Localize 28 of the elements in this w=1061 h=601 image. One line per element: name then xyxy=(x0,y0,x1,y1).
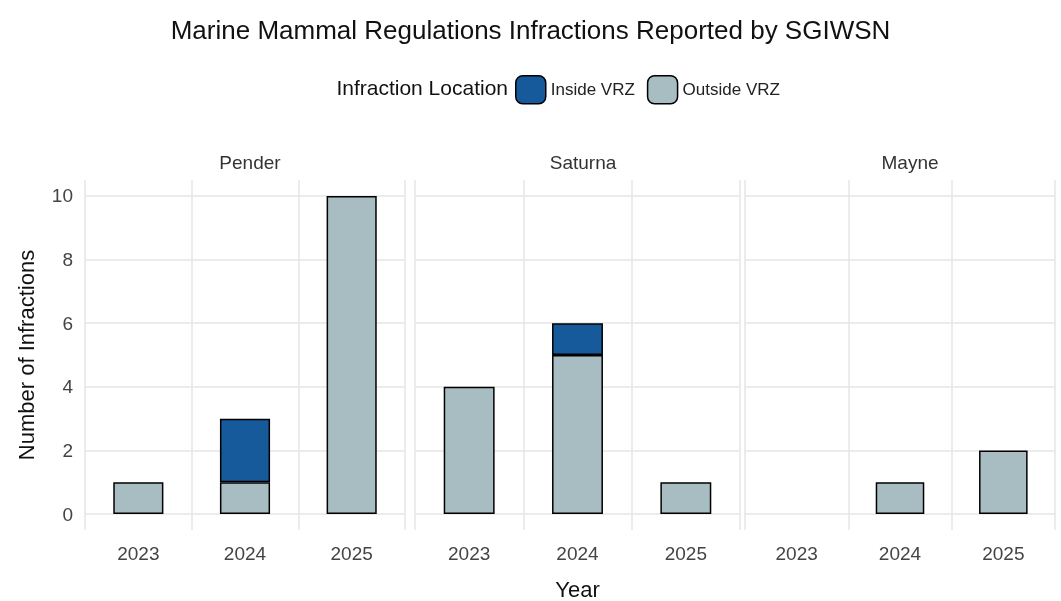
x-tick-label: 2023 xyxy=(117,543,160,564)
y-tick-label: 2 xyxy=(62,439,73,461)
legend-label: Inside VRZ xyxy=(550,80,635,100)
bar xyxy=(443,386,495,515)
y-tick-label: 8 xyxy=(62,249,73,271)
y-tick-label: 6 xyxy=(62,312,73,334)
x-tick-label: 2024 xyxy=(223,543,267,564)
x-tick-label: 2024 xyxy=(878,543,922,564)
x-tick-label: 2025 xyxy=(664,543,707,564)
bar xyxy=(113,482,164,515)
x-tick-label: 2024 xyxy=(556,543,600,564)
x-tick-label: 2023 xyxy=(448,543,491,564)
x-axis-title: Year xyxy=(555,576,600,601)
y-axis-title: Number of Infractions xyxy=(13,249,39,461)
x-tick-label: 2025 xyxy=(982,543,1025,564)
text: Marine Mammal Regulations Infractions Reported by SGIWSN xyxy=(170,15,891,45)
y-tick-label: 10 xyxy=(51,185,73,207)
x-tick-label: 2025 xyxy=(330,543,373,564)
legend-label: Outside VRZ xyxy=(682,80,780,100)
bar xyxy=(660,482,712,515)
y-tick-label: 0 xyxy=(62,503,73,525)
chart-subtitle: Saturna xyxy=(549,152,617,173)
chart-subtitle: Pender xyxy=(219,152,282,173)
legend-title: Infraction Location xyxy=(336,76,508,99)
x-tick-label: 2023 xyxy=(775,543,818,564)
bar xyxy=(326,195,377,515)
chart-subtitle: Mayne xyxy=(881,152,939,173)
y-tick-label: 4 xyxy=(62,376,74,398)
